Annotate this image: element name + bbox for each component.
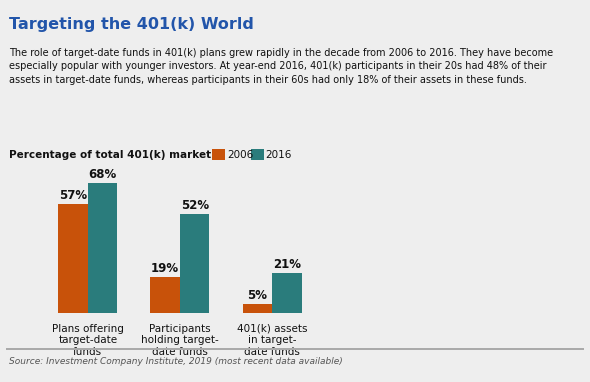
Text: 2006: 2006 bbox=[227, 150, 253, 160]
Text: 2016: 2016 bbox=[266, 150, 292, 160]
Text: 5%: 5% bbox=[247, 289, 267, 302]
Text: 19%: 19% bbox=[151, 262, 179, 275]
Bar bbox=[58, 204, 88, 313]
Bar bbox=[150, 277, 180, 313]
Bar bbox=[242, 304, 272, 313]
Text: Source: Investment Company Institute, 2019 (most recent data available): Source: Investment Company Institute, 20… bbox=[9, 357, 343, 366]
Bar bbox=[180, 214, 209, 313]
Bar bbox=[88, 183, 117, 313]
Text: 68%: 68% bbox=[88, 168, 117, 181]
Text: Percentage of total 401(k) market: Percentage of total 401(k) market bbox=[9, 150, 211, 160]
Text: 21%: 21% bbox=[273, 258, 301, 271]
Text: 52%: 52% bbox=[181, 199, 209, 212]
Text: Targeting the 401(k) World: Targeting the 401(k) World bbox=[9, 17, 254, 32]
Text: 57%: 57% bbox=[59, 189, 87, 202]
Text: The role of target-date funds in 401(k) plans grew rapidly in the decade from 20: The role of target-date funds in 401(k) … bbox=[9, 48, 553, 85]
Bar bbox=[272, 273, 301, 313]
